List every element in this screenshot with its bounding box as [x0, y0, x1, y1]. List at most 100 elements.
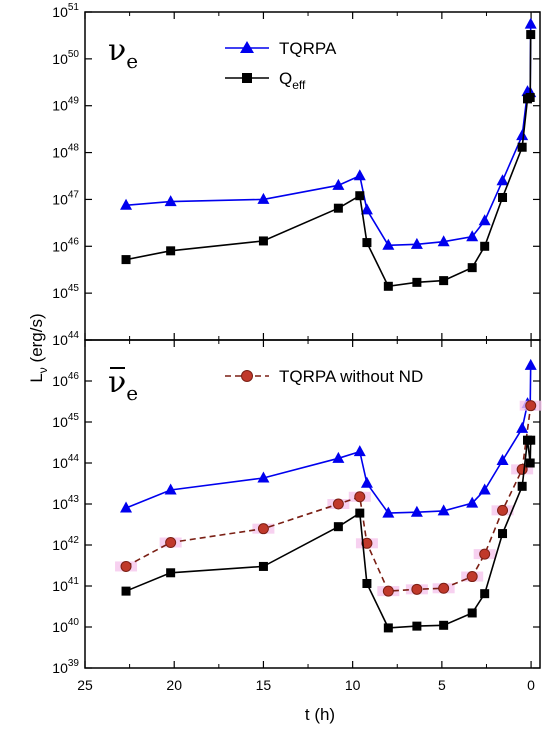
- y-tick-label: 1046: [52, 371, 79, 389]
- series-q: [121, 30, 536, 291]
- data-point: [526, 30, 536, 40]
- y-tick-label: 1040: [52, 617, 79, 635]
- data-point: [517, 481, 527, 491]
- legend-entry: Qeff: [225, 69, 306, 92]
- y-tick-label: 1042: [52, 535, 79, 553]
- data-point: [257, 192, 270, 204]
- data-point: [355, 191, 365, 201]
- data-point: [438, 582, 450, 594]
- data-point: [166, 246, 176, 256]
- data-point: [360, 476, 373, 488]
- data-point: [382, 585, 394, 597]
- data-point: [466, 230, 479, 242]
- data-point: [467, 263, 477, 273]
- y-axis-title-main: L: [27, 373, 46, 382]
- x-tick-label: 20: [166, 677, 182, 693]
- y-tick-label: 1048: [52, 143, 79, 161]
- x-tick-label: 25: [77, 677, 93, 693]
- panel-antinu-e: 25 20 15 10 5 0 1039 1040 1041 1042 1043 1044 1045 10…: [52, 339, 542, 693]
- data-point: [479, 548, 491, 560]
- data-point: [437, 504, 450, 516]
- series-tqrpa-without-nd: [115, 400, 542, 597]
- data-point: [354, 491, 366, 503]
- y-axis-title-sub: ν: [36, 367, 50, 373]
- data-point: [466, 571, 478, 583]
- data-point: [525, 400, 537, 412]
- axis-titles: t (h) Lν (erg/s): [27, 313, 335, 724]
- legend-marker: [240, 41, 254, 53]
- x-tick-label: 15: [256, 677, 272, 693]
- data-point: [332, 178, 345, 190]
- series-line: [125, 24, 532, 247]
- legend-label: TQRPA without ND: [279, 367, 423, 386]
- series-square-series: [121, 435, 536, 633]
- series-line: [125, 365, 532, 514]
- panel-nu-e: 1044 1045 1046 1047 1048 1049 1050 1051 νe TQRPA Q…: [52, 2, 541, 348]
- data-point: [258, 561, 268, 571]
- data-point: [411, 583, 423, 595]
- data-point: [439, 276, 449, 286]
- series-line: [125, 34, 532, 288]
- data-point: [120, 501, 133, 513]
- data-point: [362, 238, 372, 248]
- y-axis-title: Lν (erg/s): [27, 313, 50, 382]
- legend-entry: TQRPA: [225, 39, 337, 58]
- data-point: [412, 621, 422, 631]
- data-point: [383, 281, 393, 291]
- data-point: [480, 241, 490, 251]
- plot-frame: [84, 11, 541, 341]
- y-tick-label: 1047: [52, 189, 79, 207]
- data-point: [525, 92, 535, 102]
- panel-label: νe: [108, 33, 138, 73]
- y-tick-label: 1045: [52, 412, 79, 430]
- data-point: [410, 237, 423, 249]
- x-tick-label: 0: [527, 677, 535, 693]
- data-point: [355, 508, 365, 518]
- data-point: [120, 198, 133, 210]
- data-point: [497, 504, 509, 516]
- x-tick-label: 5: [438, 677, 446, 693]
- panel-label: νe: [108, 365, 138, 405]
- data-point: [412, 277, 422, 287]
- data-point: [516, 463, 528, 475]
- data-point: [478, 214, 491, 226]
- data-point: [382, 238, 395, 250]
- data-point: [498, 529, 508, 539]
- data-point: [121, 586, 131, 596]
- data-point: [333, 522, 343, 532]
- data-point: [333, 203, 343, 213]
- data-point: [164, 195, 177, 207]
- data-point: [120, 560, 132, 572]
- data-point: [466, 496, 479, 508]
- data-point: [361, 537, 373, 549]
- data-point: [410, 505, 423, 517]
- data-point: [383, 623, 393, 633]
- x-axis-title: t (h): [305, 705, 335, 724]
- data-point: [517, 142, 527, 152]
- y-tick-label: 1039: [52, 658, 79, 676]
- data-point: [353, 169, 366, 181]
- y-tick-label: 1044: [52, 330, 79, 348]
- y-tick-label: 1044: [52, 453, 79, 471]
- data-point: [353, 445, 366, 457]
- legend-marker: [241, 370, 253, 382]
- data-point: [480, 589, 490, 599]
- data-point: [332, 451, 345, 463]
- data-point: [467, 608, 477, 618]
- legend-label: Qeff: [279, 69, 306, 92]
- series-line: [125, 405, 532, 592]
- data-point: [121, 255, 131, 265]
- legend-marker: [242, 73, 252, 83]
- data-point: [360, 203, 373, 215]
- data-point: [478, 483, 491, 495]
- y-tick-label: 1043: [52, 494, 79, 512]
- data-point: [524, 358, 537, 370]
- data-point: [332, 498, 344, 510]
- legend-label: TQRPA: [279, 39, 337, 58]
- y-tick-label: 1045: [52, 283, 79, 301]
- data-point: [257, 471, 270, 483]
- data-point: [258, 236, 268, 246]
- data-point: [382, 506, 395, 518]
- data-point: [362, 579, 372, 589]
